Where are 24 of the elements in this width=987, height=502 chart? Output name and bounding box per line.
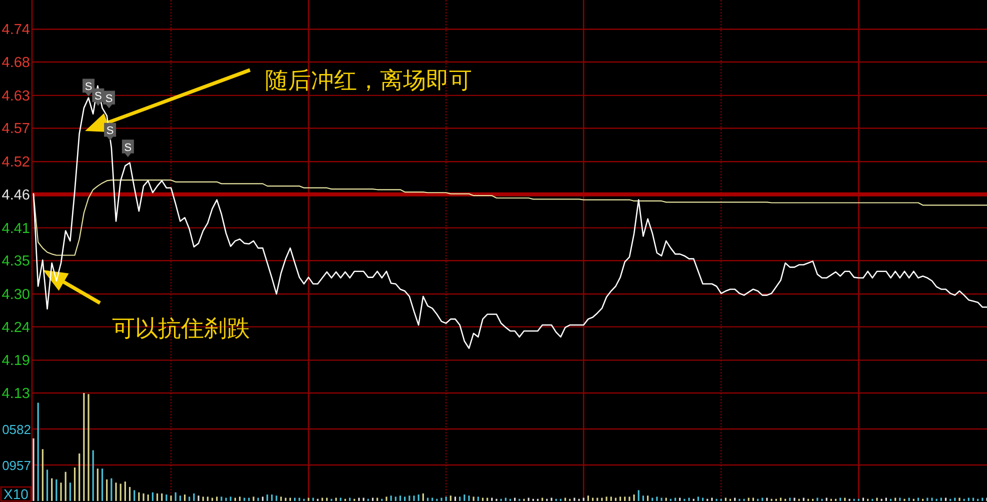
annotation: S bbox=[105, 92, 113, 105]
y-tick-label: 4.13 bbox=[2, 386, 30, 402]
text: 0957 bbox=[2, 458, 31, 473]
y-tick-label: 4.68 bbox=[2, 55, 30, 72]
y-tick-label: 4.35 bbox=[2, 254, 30, 270]
annotation: S bbox=[106, 125, 114, 138]
annotation: S bbox=[84, 81, 92, 94]
text: 0582 bbox=[2, 422, 31, 437]
annotation: S bbox=[124, 142, 132, 154]
annotation: S bbox=[94, 90, 102, 103]
y-tick-label: 4.46 bbox=[2, 187, 30, 204]
y-tick-label: 4.30 bbox=[2, 287, 30, 304]
y-tick-label: 4.74 bbox=[2, 22, 30, 38]
y-tick-label: 4.52 bbox=[2, 154, 30, 171]
y-tick-label: 4.57 bbox=[2, 121, 30, 138]
y-tick-label: 4.41 bbox=[2, 220, 30, 237]
signal-tag: S bbox=[104, 122, 116, 140]
y-tick-label: 4.63 bbox=[2, 88, 30, 104]
signal-tag: S bbox=[103, 90, 115, 108]
signal-tag: S bbox=[92, 88, 104, 106]
text: X10 bbox=[4, 486, 29, 502]
signal-tag: S bbox=[122, 140, 134, 158]
y-tick-label: 4.24 bbox=[2, 320, 30, 336]
y-tick-label: 4.19 bbox=[2, 353, 30, 370]
